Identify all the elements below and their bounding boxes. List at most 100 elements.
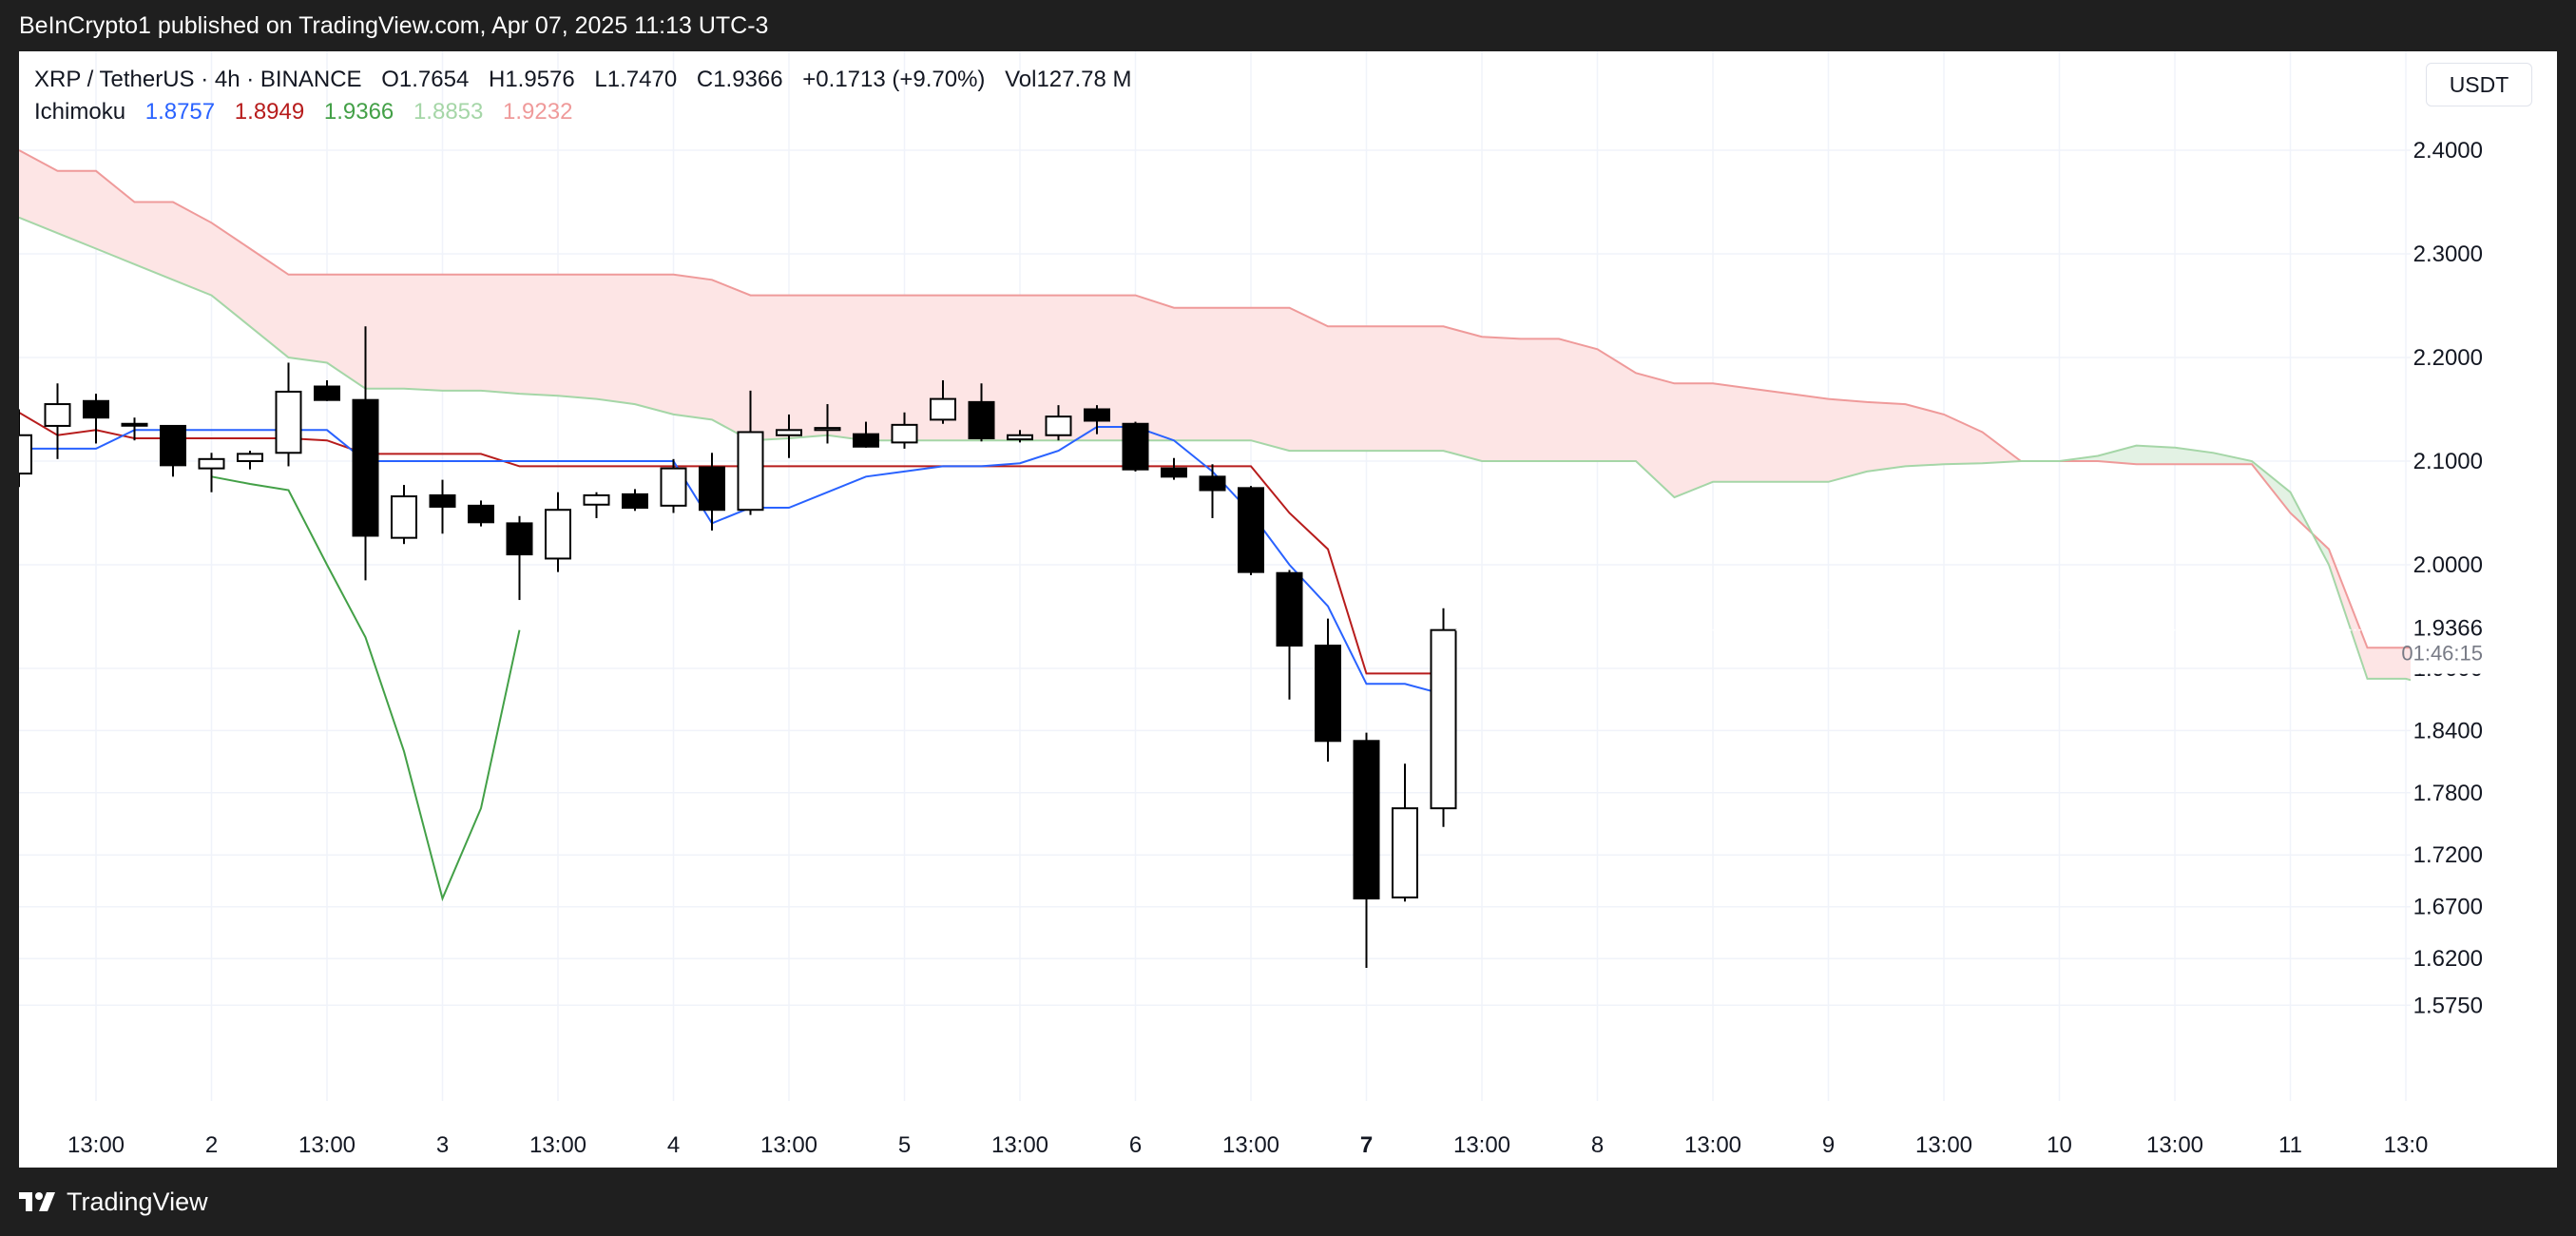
candle-body-down bbox=[968, 400, 995, 440]
time-tick-label: 13:00 bbox=[1684, 1132, 1741, 1158]
candle bbox=[1238, 486, 1264, 575]
conversion-line bbox=[19, 426, 1444, 696]
candle-body-up bbox=[237, 453, 263, 462]
cloud-segment bbox=[596, 274, 635, 405]
candle-body-up bbox=[275, 390, 302, 454]
cloud-segment bbox=[1020, 295, 1059, 441]
candle bbox=[930, 379, 956, 424]
cloud-segment bbox=[481, 274, 520, 395]
time-tick-label: 9 bbox=[1822, 1132, 1835, 1158]
price-tick-label: 1.6700 bbox=[2413, 895, 2483, 920]
candle bbox=[1315, 618, 1341, 763]
candle bbox=[622, 489, 648, 512]
cloud-segment bbox=[1867, 401, 1906, 472]
cloud-segment bbox=[1289, 307, 1328, 452]
conversion-line-value: 1.8757 bbox=[144, 99, 216, 125]
cloud-segment bbox=[2367, 647, 2406, 679]
indicator-name[interactable]: Ichimoku bbox=[34, 99, 126, 125]
time-tick-label: 10 bbox=[2047, 1132, 2072, 1158]
publisher-info: BeInCrypto1 published on TradingView.com… bbox=[19, 12, 769, 39]
cloud-segment bbox=[1674, 383, 1713, 498]
cloud-segment bbox=[1174, 307, 1213, 441]
candle bbox=[1161, 457, 1187, 480]
plot-area bbox=[19, 149, 2411, 969]
price-axis: 2.40002.30002.20002.10002.00001.90001.84… bbox=[2401, 138, 2521, 1018]
base-line-value: 1.8949 bbox=[234, 99, 305, 125]
candle-body-up bbox=[583, 493, 610, 506]
price-tick-label: 2.1000 bbox=[2413, 449, 2483, 474]
time-tick-label: 13:00 bbox=[1915, 1132, 1972, 1158]
candle bbox=[391, 485, 417, 545]
tradingview-logo-icon bbox=[19, 1192, 55, 1211]
time-tick-label: 13:0 bbox=[2384, 1132, 2429, 1158]
cloud-segment bbox=[327, 274, 366, 389]
cloud-segment bbox=[1482, 337, 1521, 461]
candle-body-up bbox=[44, 403, 71, 427]
candle-body-down bbox=[429, 493, 456, 508]
base-line bbox=[19, 411, 1444, 675]
cloud-segment bbox=[1713, 383, 1752, 482]
candle-body-down bbox=[853, 433, 879, 448]
cloud-segment bbox=[1597, 349, 1636, 461]
time-tick-label: 5 bbox=[898, 1132, 911, 1158]
cloud-segment bbox=[750, 295, 789, 441]
candle-body-down bbox=[314, 385, 340, 401]
cloud-segment bbox=[442, 274, 481, 391]
candle-body-up bbox=[1007, 434, 1033, 441]
last-price-tag-bg bbox=[2413, 610, 2521, 674]
candle bbox=[583, 492, 610, 518]
candle bbox=[1199, 464, 1226, 518]
cloud-segment bbox=[1212, 307, 1251, 441]
candle bbox=[891, 412, 918, 449]
cloud-segment bbox=[288, 274, 327, 363]
last-price-label: 1.9366 bbox=[2413, 616, 2483, 642]
candle bbox=[468, 500, 494, 527]
price-tick-label: 1.7800 bbox=[2413, 781, 2483, 806]
cloud-segment bbox=[1828, 398, 1867, 482]
candle-body-up bbox=[1392, 807, 1418, 898]
candle-body-down bbox=[160, 424, 186, 467]
cloud-segment bbox=[2406, 647, 2411, 681]
tradingview-logo[interactable]: TradingView bbox=[19, 1187, 208, 1217]
cloud-segment bbox=[134, 202, 173, 280]
candle bbox=[237, 451, 263, 470]
leading-span-a-value: 1.8853 bbox=[413, 99, 484, 125]
symbol-name[interactable]: XRP / TetherUS · 4h · BINANCE bbox=[34, 67, 362, 92]
time-tick-label: 7 bbox=[1360, 1132, 1373, 1158]
cloud-segment bbox=[2136, 445, 2175, 465]
low-value: L1.7470 bbox=[594, 67, 678, 92]
candle-body-down bbox=[1315, 645, 1341, 743]
cloud-segment bbox=[1058, 295, 1097, 441]
cloud-segment bbox=[57, 170, 96, 249]
leading-span-b-value: 1.9232 bbox=[503, 99, 573, 125]
cloud-segment bbox=[712, 280, 751, 441]
cloud-segment bbox=[173, 202, 212, 296]
cloud-segment bbox=[1944, 414, 1983, 465]
cloud-segment bbox=[827, 295, 866, 441]
cloud-segment bbox=[789, 295, 828, 439]
candle bbox=[1392, 763, 1418, 902]
time-tick-label: 13:00 bbox=[298, 1132, 356, 1158]
candle bbox=[853, 421, 879, 448]
price-tick-label: 2.2000 bbox=[2413, 345, 2483, 371]
cloud-segment bbox=[1905, 404, 1944, 467]
cloud-segment bbox=[1405, 326, 1444, 452]
candle bbox=[1122, 421, 1149, 472]
cloud-segment bbox=[2329, 549, 2368, 679]
price-tick-label: 1.8400 bbox=[2413, 718, 2483, 744]
price-tick-label: 1.6200 bbox=[2413, 946, 2483, 972]
candle-body-up bbox=[545, 509, 571, 560]
candle-body-up bbox=[930, 397, 956, 421]
candle bbox=[814, 404, 841, 444]
lagging-span-line bbox=[211, 475, 521, 902]
symbol-legend: XRP / TetherUS · 4h · BINANCE O1.7654 H1… bbox=[34, 67, 1145, 93]
currency-button[interactable]: USDT bbox=[2426, 63, 2532, 106]
candle bbox=[1430, 608, 1457, 827]
time-axis: 13:00 2 13:00 3 13:00 4 13:00 5 13:00 6 13:00 7 13:0… bbox=[67, 1132, 2428, 1158]
lagging-span-value: 1.9366 bbox=[323, 99, 394, 125]
ichimoku-cloud bbox=[19, 150, 2411, 681]
cloud-segment bbox=[519, 274, 558, 396]
candle-body-down bbox=[506, 522, 533, 556]
